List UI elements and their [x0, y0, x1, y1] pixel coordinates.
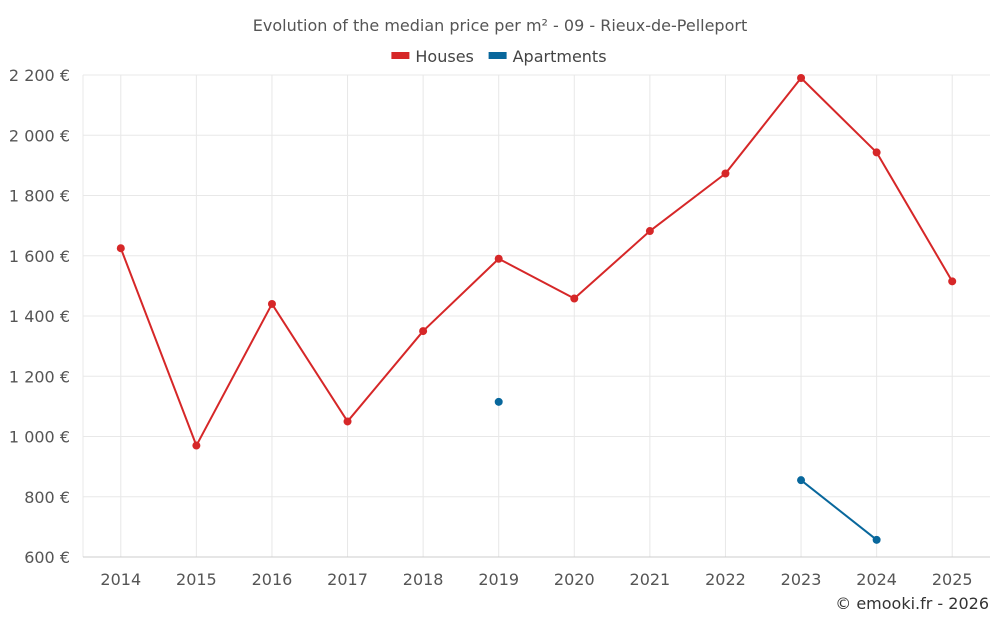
x-tick-label: 2016	[252, 570, 293, 589]
y-tick-label: 800 €	[24, 488, 70, 507]
y-tick-label: 2 000 €	[9, 126, 70, 145]
data-point-houses-2018[interactable]	[419, 327, 428, 336]
data-point-houses-2022[interactable]	[721, 169, 730, 178]
y-tick-label: 1 200 €	[9, 367, 70, 386]
x-tick-label: 2018	[403, 570, 444, 589]
legend-label: Houses	[415, 47, 473, 66]
x-tick-label: 2019	[478, 570, 519, 589]
x-tick-label: 2015	[176, 570, 217, 589]
data-point-houses-2017[interactable]	[343, 417, 352, 426]
x-tick-label: 2024	[856, 570, 897, 589]
y-tick-label: 1 400 €	[9, 307, 70, 326]
data-point-houses-2024[interactable]	[872, 148, 881, 157]
series-apartments	[494, 397, 881, 544]
legend-label: Apartments	[513, 47, 607, 66]
data-point-houses-2019[interactable]	[494, 254, 503, 263]
x-tick-label: 2022	[705, 570, 746, 589]
series-line	[119, 77, 954, 447]
data-point-houses-2025[interactable]	[948, 277, 957, 286]
data-point-houses-2014[interactable]	[116, 244, 125, 253]
axes: 600 € 800 € 1 000 € 1 200 € 1 400 € 1 600 € 1 …	[9, 66, 990, 589]
grid	[82, 74, 990, 557]
legend-swatch	[391, 52, 410, 59]
series-houses	[116, 74, 957, 450]
series-line	[800, 479, 878, 541]
y-tick-label: 1 800 €	[9, 187, 70, 206]
data-point-apartments-2023[interactable]	[797, 476, 806, 485]
x-tick-label: 2017	[327, 570, 368, 589]
data-point-apartments-2024[interactable]	[872, 535, 881, 544]
x-tick-label: 2023	[781, 570, 822, 589]
x-tick-label: 2020	[554, 570, 595, 589]
legend-swatch	[488, 52, 507, 59]
data-point-houses-2021[interactable]	[645, 227, 654, 236]
legend-item-houses[interactable]: Houses	[391, 47, 474, 66]
data-point-houses-2020[interactable]	[570, 294, 579, 303]
data-point-houses-2015[interactable]	[192, 441, 201, 450]
legend-item-apartments[interactable]: Apartments	[488, 47, 607, 66]
y-tick-label: 1 000 €	[9, 428, 70, 447]
credit-label: © emooki.fr - 2026	[835, 594, 989, 613]
y-tick-label: 1 600 €	[9, 247, 70, 266]
x-tick-label: 2014	[100, 570, 141, 589]
data-point-apartments-2019[interactable]	[494, 397, 503, 406]
y-tick-label: 600 €	[24, 548, 70, 567]
y-tick-label: 2 200 €	[9, 66, 70, 85]
chart-title: Evolution of the median price per m² - 0…	[253, 16, 747, 35]
data-point-houses-2016[interactable]	[267, 299, 276, 308]
data-point-houses-2023[interactable]	[797, 74, 806, 83]
x-tick-label: 2021	[630, 570, 671, 589]
x-tick-label: 2025	[932, 570, 973, 589]
legend[interactable]: Houses Apartments	[391, 47, 607, 66]
series-area	[116, 74, 957, 544]
